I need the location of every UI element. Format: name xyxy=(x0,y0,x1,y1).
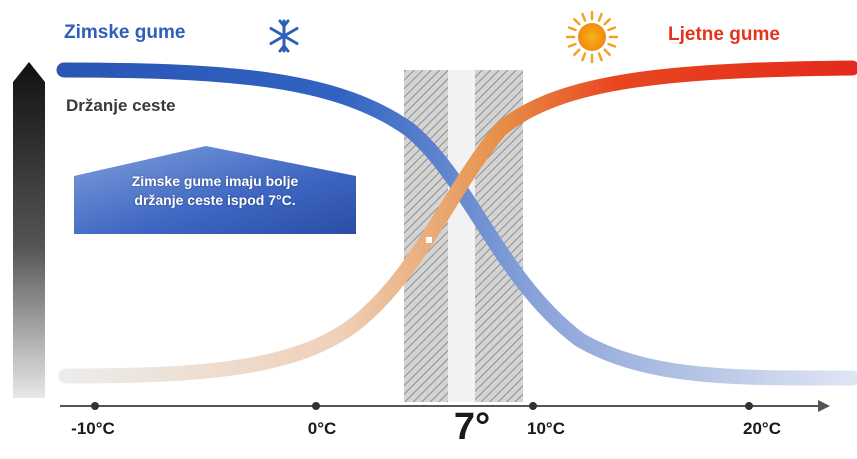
grip-axis-arrow xyxy=(13,62,45,398)
x-tick-label: 20°C xyxy=(743,419,781,438)
x-tick-mark xyxy=(529,402,537,410)
x-tick-label: 0°C xyxy=(307,419,337,438)
winter-tires-title: Zimske gume xyxy=(64,22,186,43)
x-axis-arrowhead xyxy=(818,400,830,412)
threshold-band-gap xyxy=(448,70,475,402)
snowflake-icon xyxy=(269,19,299,53)
x-tick-mark xyxy=(91,402,99,410)
x-tick-label: -10°C xyxy=(71,419,115,438)
callout-line-2: držanje ceste ispod 7°C. xyxy=(134,192,296,208)
x-tick-mark xyxy=(745,402,753,410)
summer-tire-curve xyxy=(58,60,857,384)
summer-tires-title: Ljetne gume xyxy=(668,24,780,45)
callout-text: Zimske gume imaju bolje držanje ceste is… xyxy=(74,150,356,234)
grip-axis-label: Držanje ceste xyxy=(66,96,176,115)
callout-line-1: Zimske gume imaju bolje xyxy=(131,173,299,189)
sun-icon xyxy=(565,10,619,64)
threshold-label: 7° xyxy=(453,406,491,448)
crossing-marker xyxy=(426,237,432,243)
callout-box xyxy=(74,146,356,234)
x-tick-mark xyxy=(312,402,320,410)
winter-tire-curve xyxy=(56,62,857,386)
x-tick-label: 10°C xyxy=(527,419,565,438)
